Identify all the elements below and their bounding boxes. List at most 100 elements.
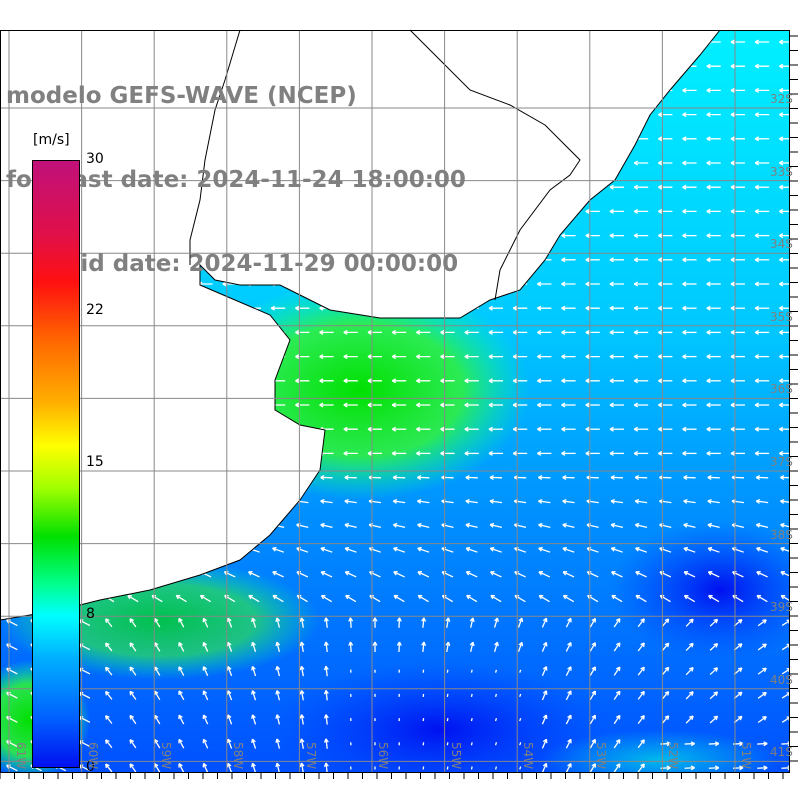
wind-arrow <box>344 570 357 578</box>
wind-arrow <box>275 641 281 653</box>
wind-arrow <box>517 641 524 652</box>
wind-arrow <box>4 450 19 456</box>
wind-arrow <box>149 329 165 335</box>
colorbar-label: 0 <box>86 759 95 775</box>
wind-arrow <box>512 208 528 214</box>
wind-arrow <box>4 426 19 432</box>
wind-arrow <box>633 402 649 408</box>
wind-arrow <box>633 233 649 239</box>
wind-arrow <box>464 450 479 456</box>
wind-arrow <box>637 715 645 724</box>
wind-arrow <box>275 762 281 772</box>
wind-arrow <box>730 184 745 190</box>
wind-arrow <box>299 714 305 725</box>
wind-arrow <box>609 184 624 190</box>
wind-arrow <box>246 402 261 408</box>
wind-arrow <box>391 426 407 432</box>
wind-arrow <box>125 378 140 384</box>
wind-arrow <box>391 354 407 360</box>
wind-arrow <box>345 594 357 603</box>
wind-arrow <box>417 546 430 553</box>
wind-arrow <box>320 522 333 529</box>
wind-arrow <box>470 717 473 722</box>
wind-arrow <box>175 570 188 578</box>
wind-arrow <box>683 546 696 553</box>
wind-arrow <box>537 281 552 287</box>
wind-arrow <box>512 450 528 456</box>
wind-arrow <box>344 475 357 480</box>
wind-arrow <box>178 642 185 652</box>
wind-arrow <box>706 63 721 69</box>
wind-arrow <box>609 233 624 239</box>
wind-arrow <box>488 281 503 287</box>
wind-arrow <box>6 594 18 603</box>
wind-arrow <box>464 402 479 408</box>
wind-arrow <box>779 87 790 93</box>
wind-arrow <box>494 717 498 722</box>
latitude-label: 32S <box>770 92 793 106</box>
wind-arrow <box>105 666 113 676</box>
wind-arrow <box>589 642 596 652</box>
colorbar <box>32 160 80 768</box>
wind-arrow <box>633 354 649 360</box>
wind-arrow <box>779 402 790 408</box>
wind-arrow <box>126 546 139 553</box>
border-line <box>409 29 581 301</box>
colorbar-unit: [m/s] <box>33 132 70 148</box>
wind-arrow <box>683 594 696 603</box>
axis-ticks <box>0 35 798 779</box>
wind-arrow <box>541 641 548 652</box>
wind-arrow <box>489 498 503 504</box>
wind-arrow <box>585 450 600 456</box>
wind-arrow <box>779 184 790 190</box>
wind-arrow <box>202 714 209 725</box>
wind-arrow <box>102 522 115 529</box>
wind-arrow <box>299 690 305 701</box>
wind-arrow <box>199 546 212 553</box>
wind-arrow <box>565 617 572 628</box>
wind-arrow <box>706 160 721 166</box>
wind-arrow <box>367 305 382 311</box>
wind-arrow <box>683 498 696 504</box>
wind-arrow <box>129 690 137 700</box>
wind-arrow <box>319 329 334 335</box>
wind-arrow <box>658 329 673 335</box>
wind-arrow <box>226 714 233 725</box>
wind-arrow <box>129 666 137 676</box>
wind-arrow <box>755 522 769 529</box>
wind-arrow <box>469 617 475 628</box>
wind-arrow <box>391 378 407 384</box>
wind-arrow <box>465 498 478 504</box>
wind-arrow <box>754 402 770 408</box>
wind-arrow <box>537 378 552 384</box>
wind-arrow <box>348 641 354 653</box>
wind-arrow <box>610 498 624 504</box>
wind-arrow <box>561 402 576 408</box>
wind-arrow <box>129 642 137 652</box>
wind-arrow <box>609 87 624 93</box>
wind-arrow <box>538 570 551 578</box>
wind-arrow <box>730 281 745 287</box>
wind-arrow <box>178 666 185 676</box>
wind-arrow <box>421 617 427 628</box>
wind-arrow <box>609 208 624 214</box>
wind-arrow <box>440 450 455 456</box>
wind-arrow <box>489 522 502 529</box>
wind-arrow <box>226 666 233 677</box>
wind-arrow <box>707 522 720 529</box>
wind-arrow <box>658 233 673 239</box>
wind-arrow <box>779 329 790 335</box>
wind-arrow <box>707 475 720 480</box>
wind-arrow <box>271 475 285 480</box>
wind-arrow <box>174 402 189 408</box>
wind-arrow <box>754 63 770 69</box>
wind-arrow <box>5 546 18 553</box>
wind-arrow <box>609 281 624 287</box>
latitude-label: 36S <box>770 382 793 397</box>
wind-arrow <box>149 426 165 432</box>
wind-arrow <box>706 208 721 214</box>
wind-arrow <box>661 618 670 628</box>
wind-arrow <box>393 570 405 578</box>
wind-arrow <box>464 208 479 214</box>
wind-arrow <box>343 329 358 335</box>
